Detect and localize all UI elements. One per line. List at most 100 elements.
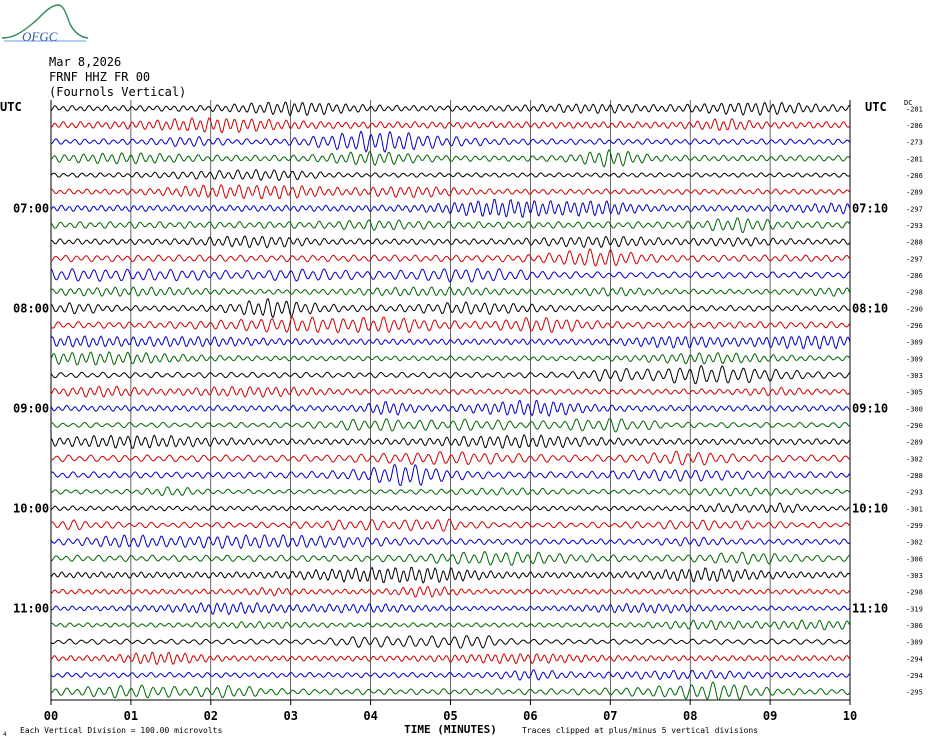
seismic-trace (50, 101, 851, 117)
scale-note: Each Vertical Division = 100.00 microvol… (20, 726, 222, 735)
dc-offset-label: -303 (906, 572, 923, 580)
right-hour-label: 08:10 (852, 301, 888, 315)
dc-offset-label: -303 (906, 372, 923, 380)
seismic-trace (50, 534, 851, 550)
x-tick-label: 01 (124, 709, 138, 723)
dc-offset-label: -295 (906, 689, 923, 697)
dc-offset-label: -309 (906, 339, 923, 347)
left-hour-label: 08:00 (13, 301, 49, 315)
dc-offset-label: -273 (906, 139, 923, 147)
dc-offset-label: -305 (906, 389, 923, 397)
dc-offset-label: -298 (906, 589, 923, 597)
logo-seismic-curve (1, 4, 89, 39)
seismic-trace (50, 550, 851, 566)
x-tick-label: 10 (843, 709, 857, 723)
seismic-trace (50, 502, 851, 514)
left-hour-label: 10:00 (13, 501, 49, 515)
dc-offset-label: -309 (906, 355, 923, 363)
clip-note: Traces clipped at plus/minus 5 vertical … (522, 726, 758, 735)
seismic-trace (50, 235, 851, 249)
x-tick-label: 09 (763, 709, 777, 723)
seismic-trace (50, 619, 851, 631)
dc-offset-label: -286 (906, 172, 923, 180)
corner-mark: 4 (3, 731, 7, 738)
seismic-trace (50, 130, 851, 153)
station-label: FRNF HHZ FR 00 (49, 70, 151, 84)
dc-offset-label: -300 (906, 405, 923, 413)
right-hour-label: 07:10 (852, 201, 888, 215)
seismic-trace (50, 286, 851, 297)
dc-label: DC (904, 99, 912, 107)
seismic-trace (50, 364, 851, 385)
seismic-trace (50, 217, 851, 234)
dc-offset-label: -301 (906, 505, 923, 513)
seismic-trace (50, 116, 851, 134)
seismic-trace (50, 486, 851, 497)
dc-offset-label: -294 (906, 655, 923, 663)
seismic-trace (50, 335, 851, 350)
seismic-trace (50, 635, 851, 649)
seismic-trace (50, 566, 851, 584)
dc-offset-label: -281 (906, 155, 923, 163)
seismic-trace (50, 669, 851, 681)
x-tick-label: 02 (204, 709, 218, 723)
seismic-trace (50, 681, 851, 701)
x-tick-label: 04 (363, 709, 377, 723)
right-hour-label: 11:10 (852, 601, 888, 615)
location-label: (Fournols Vertical) (49, 85, 187, 99)
dc-offset-label: -293 (906, 222, 923, 230)
seismic-trace (50, 464, 851, 487)
seismic-trace (50, 399, 851, 418)
x-tick-label: 03 (283, 709, 297, 723)
x-tick-label: 08 (683, 709, 697, 723)
seismic-trace (50, 168, 851, 182)
axis-labels: 00 01 02 03 04 05 06 07 08 09 10 TIME (MINUTES) Each… (0, 99, 923, 738)
dc-offset-label: -286 (906, 272, 923, 280)
x-tick-label: 06 (523, 709, 537, 723)
x-tick-label: 00 (44, 709, 58, 723)
seismic-trace (50, 585, 851, 598)
dc-offset-label: -302 (906, 539, 923, 547)
seismic-trace (50, 198, 851, 218)
seismic-trace (50, 316, 851, 334)
dc-offset-label: -306 (906, 555, 923, 563)
dc-offset-label: -289 (906, 189, 923, 197)
seismic-trace (50, 297, 851, 319)
seismic-trace (50, 518, 851, 532)
x-tick-label: 07 (603, 709, 617, 723)
dc-offset-label: -296 (906, 322, 923, 330)
seismic-trace (50, 351, 851, 366)
dc-offset-label: -297 (906, 255, 923, 263)
plot-grid (50, 100, 851, 705)
x-axis-title: TIME (MINUTES) (404, 723, 497, 736)
right-timezone-label: UTC (865, 100, 887, 114)
dc-offset-label: -290 (906, 422, 923, 430)
seismic-trace (50, 268, 851, 283)
logo-text: OFGC (22, 29, 58, 44)
seismic-trace (50, 601, 851, 616)
seismic-trace (50, 248, 851, 267)
dc-offset-label: -286 (906, 122, 923, 130)
seismic-trace (50, 417, 851, 433)
left-hour-label: 11:00 (13, 601, 49, 615)
dc-offset-label: -289 (906, 439, 923, 447)
seismic-traces (50, 101, 851, 701)
dc-offset-label: -306 (906, 622, 923, 630)
seismic-trace (50, 385, 851, 398)
dc-offset-label: -290 (906, 305, 923, 313)
dc-offset-label: -299 (906, 522, 923, 530)
dc-offset-label: -309 (906, 639, 923, 647)
dc-offset-label: -288 (906, 472, 923, 480)
left-timezone-label: UTC (0, 100, 22, 114)
seismic-trace (50, 434, 851, 450)
dc-offset-label: -319 (906, 605, 923, 613)
dc-offset-label: -302 (906, 455, 923, 463)
seismic-trace (50, 183, 851, 200)
dc-offset-label: -298 (906, 289, 923, 297)
ofgc-logo: OFGC (1, 4, 89, 44)
dc-offset-label: -297 (906, 205, 923, 213)
date-label: Mar 8,2026 (49, 55, 122, 69)
dc-offset-label: -281 (906, 105, 923, 113)
right-hour-label: 09:10 (852, 401, 888, 415)
